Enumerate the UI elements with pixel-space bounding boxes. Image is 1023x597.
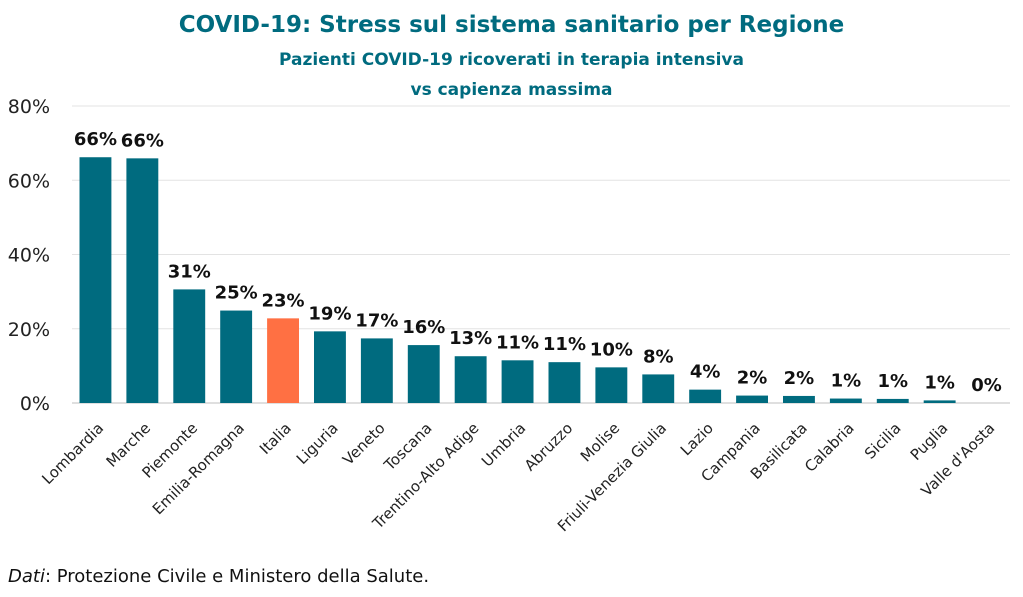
data-label: 16% <box>402 317 445 338</box>
chart-title: COVID-19: Stress sul sistema sanitario p… <box>178 12 845 38</box>
bar <box>689 389 722 403</box>
x-tick-label: Lazio <box>677 419 717 459</box>
bar <box>829 398 862 403</box>
bar <box>548 362 581 403</box>
y-tick-label: 20% <box>8 319 50 341</box>
chart-subtitle-line-1: Pazienti COVID-19 ricoverati in terapia … <box>279 50 744 70</box>
source-text: : Protezione Civile e Ministero della Sa… <box>44 566 430 587</box>
data-label: 66% <box>121 130 164 151</box>
x-tick-label: Abruzzo <box>521 419 576 474</box>
y-tick-label: 40% <box>8 245 50 267</box>
y-tick-label: 60% <box>8 170 50 192</box>
data-label: 23% <box>262 290 305 311</box>
data-label: 10% <box>590 339 633 360</box>
x-tick-label: Sicilia <box>861 419 905 463</box>
data-label: 31% <box>168 261 211 282</box>
data-label: 2% <box>784 368 815 389</box>
x-tick-label: Molise <box>577 419 623 465</box>
bar <box>923 400 956 403</box>
data-label: 25% <box>215 283 258 304</box>
data-label: 1% <box>831 371 862 392</box>
x-tick-label: Calabria <box>801 419 858 476</box>
bar <box>360 338 393 403</box>
bar <box>595 367 628 403</box>
bar <box>173 289 206 403</box>
data-label: 13% <box>449 328 492 349</box>
data-label: 1% <box>877 371 908 392</box>
bar <box>454 356 487 403</box>
data-label: 17% <box>355 310 398 331</box>
data-label: 2% <box>737 368 768 389</box>
x-tick-label: Liguria <box>293 419 342 468</box>
data-label: 11% <box>543 334 586 355</box>
bar <box>736 395 768 403</box>
x-tick-label: Lombardia <box>38 419 107 488</box>
source-label: Dati <box>8 566 45 587</box>
y-tick-label: 80% <box>8 96 50 118</box>
data-label: 0% <box>971 375 1002 396</box>
data-label: 1% <box>924 372 955 393</box>
bar <box>407 345 440 403</box>
data-label: 8% <box>643 346 674 367</box>
bar <box>220 310 253 403</box>
x-tick-label: Puglia <box>907 419 952 464</box>
data-label: 11% <box>496 332 539 353</box>
bar <box>79 157 112 403</box>
bar <box>783 395 815 403</box>
bar <box>501 360 534 403</box>
data-label: 66% <box>74 129 117 150</box>
bar <box>642 374 675 403</box>
data-label: 4% <box>690 362 721 383</box>
data-label: 19% <box>308 303 351 324</box>
bar <box>876 398 909 403</box>
x-tick-label: Italia <box>256 419 295 458</box>
bar <box>267 318 299 403</box>
chart-subtitle-line-2: vs capienza massima <box>410 80 613 100</box>
bar <box>126 158 159 403</box>
y-tick-label: 0% <box>20 393 50 415</box>
source-note: Dati: Protezione Civile e Ministero dell… <box>8 566 429 587</box>
bar <box>314 331 346 403</box>
